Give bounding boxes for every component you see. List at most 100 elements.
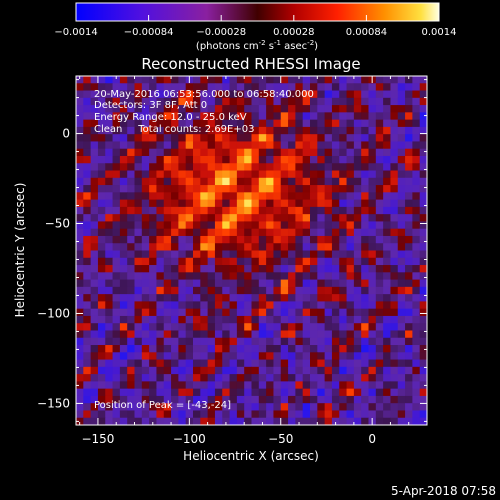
heatmap-cell bbox=[185, 359, 194, 368]
heatmap-cell bbox=[302, 345, 311, 353]
heatmap-cell bbox=[156, 199, 165, 208]
heatmap-cell bbox=[412, 155, 421, 164]
heatmap-cell bbox=[112, 330, 121, 339]
heatmap-cell bbox=[112, 90, 121, 99]
heatmap-cell bbox=[119, 221, 128, 230]
heatmap-cell bbox=[83, 301, 92, 310]
heatmap-cell bbox=[214, 76, 223, 84]
heatmap-cell bbox=[324, 119, 333, 128]
heatmap-cell bbox=[280, 177, 289, 186]
heatmap-cell bbox=[310, 185, 318, 193]
heatmap-cell bbox=[127, 359, 135, 368]
heatmap-cell bbox=[405, 192, 413, 200]
heatmap-cell bbox=[273, 155, 282, 164]
heatmap-cell bbox=[353, 206, 362, 215]
heatmap-cell bbox=[251, 155, 260, 164]
heatmap-cell bbox=[229, 112, 238, 121]
heatmap-cell bbox=[339, 345, 347, 353]
heatmap-cell bbox=[390, 366, 399, 375]
heatmap-cell bbox=[375, 170, 384, 179]
heatmap-cell bbox=[185, 199, 194, 208]
heatmap-cell bbox=[317, 403, 326, 411]
heatmap-cell bbox=[185, 112, 194, 121]
heatmap-cell bbox=[397, 352, 406, 360]
heatmap-cell bbox=[97, 134, 106, 142]
heatmap-cell bbox=[76, 272, 84, 280]
heatmap-cell bbox=[97, 381, 106, 390]
heatmap-cell bbox=[156, 265, 165, 273]
heatmap-cell bbox=[156, 141, 165, 150]
heatmap-cell bbox=[419, 337, 427, 346]
y-tick-label: −100 bbox=[37, 306, 70, 320]
heatmap-cell bbox=[310, 374, 318, 382]
heatmap-cell bbox=[280, 148, 289, 157]
heatmap-cell bbox=[266, 301, 274, 310]
heatmap-cell bbox=[383, 395, 391, 404]
heatmap-cell bbox=[200, 206, 209, 215]
heatmap-cell bbox=[280, 155, 289, 164]
heatmap-cell bbox=[288, 170, 296, 179]
heatmap-cell bbox=[193, 294, 201, 302]
heatmap-cell bbox=[171, 250, 179, 259]
heatmap-cell bbox=[156, 170, 165, 179]
heatmap-cell bbox=[229, 359, 238, 368]
heatmap-cell bbox=[295, 83, 304, 91]
heatmap-cell bbox=[105, 83, 113, 91]
heatmap-cell bbox=[141, 301, 150, 310]
heatmap-cell bbox=[229, 177, 238, 186]
heatmap-cell bbox=[90, 163, 99, 171]
heatmap-cell bbox=[214, 192, 223, 200]
heatmap-cell bbox=[361, 177, 369, 186]
heatmap-cell bbox=[141, 192, 150, 200]
heatmap-cell bbox=[163, 148, 172, 157]
heatmap-cell bbox=[236, 126, 245, 135]
heatmap-cell bbox=[295, 323, 304, 331]
heatmap-cell bbox=[244, 395, 252, 404]
heatmap-cell bbox=[405, 279, 413, 288]
heatmap-cell bbox=[405, 163, 413, 171]
heatmap-cell bbox=[244, 279, 252, 288]
heatmap-cell bbox=[134, 221, 143, 230]
heatmap-cell bbox=[361, 272, 369, 280]
heatmap-cell bbox=[368, 185, 377, 193]
heatmap-cell bbox=[346, 337, 355, 346]
heatmap-cell bbox=[171, 272, 179, 280]
heatmap-cell bbox=[361, 352, 369, 360]
heatmap-cell bbox=[207, 330, 216, 339]
heatmap-cell bbox=[83, 359, 92, 368]
heatmap-cell bbox=[178, 214, 187, 222]
heatmap-cell bbox=[207, 199, 216, 208]
heatmap-cell bbox=[200, 352, 209, 360]
heatmap-cell bbox=[119, 286, 128, 295]
heatmap-cell bbox=[76, 403, 84, 411]
heatmap-cell bbox=[193, 163, 201, 171]
heatmap-cell bbox=[214, 221, 223, 230]
heatmap-cell bbox=[251, 395, 260, 404]
heatmap-cell bbox=[222, 148, 230, 157]
heatmap-cell bbox=[339, 148, 347, 157]
heatmap-cell bbox=[214, 315, 223, 324]
heatmap-cell bbox=[149, 294, 157, 302]
heatmap-cell bbox=[229, 90, 238, 99]
heatmap-cell bbox=[112, 279, 121, 288]
heatmap-cell bbox=[346, 83, 355, 91]
heatmap-cell bbox=[193, 301, 201, 310]
heatmap-cell bbox=[76, 97, 84, 106]
heatmap-cell bbox=[178, 294, 187, 302]
heatmap-cell bbox=[390, 286, 399, 295]
heatmap-cell bbox=[229, 148, 238, 157]
heatmap-cell bbox=[412, 192, 421, 200]
heatmap-cell bbox=[419, 214, 427, 222]
heatmap-cell bbox=[149, 308, 157, 317]
heatmap-cell bbox=[229, 286, 238, 295]
heatmap-cell bbox=[273, 388, 282, 397]
heatmap-cell bbox=[353, 243, 362, 251]
heatmap-cell bbox=[375, 323, 384, 331]
heatmap-cell bbox=[112, 337, 121, 346]
heatmap-cell bbox=[105, 250, 113, 259]
heatmap-cell bbox=[163, 337, 172, 346]
annotation-detectors: Detectors: 3F 8F, Att 0 bbox=[94, 100, 207, 111]
heatmap-cell bbox=[405, 214, 413, 222]
heatmap-cell bbox=[236, 155, 245, 164]
heatmap-cell bbox=[83, 323, 92, 331]
